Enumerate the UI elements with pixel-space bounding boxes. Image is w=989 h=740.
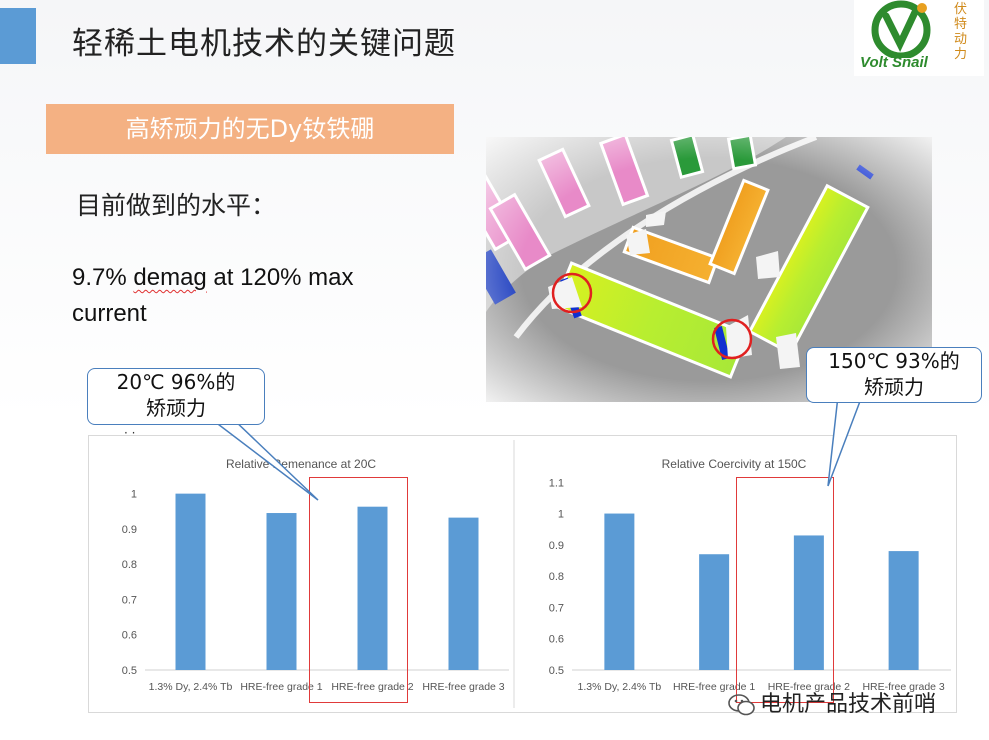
demag-statement: 9.7% demag at 120% max current xyxy=(72,260,412,332)
demag-condition: at 120% max xyxy=(206,264,354,291)
chart-2-ytick: 0.6 xyxy=(549,634,564,646)
chart-2-ytick: 0.5 xyxy=(549,665,564,677)
chart-2-category-label: HRE-free grade 1 xyxy=(673,681,755,693)
chart-1-ytick: 0.6 xyxy=(122,630,137,642)
chart-1-title: Relative Remenance at 20C xyxy=(226,457,376,471)
chart-1-category-label: HRE-free grade 1 xyxy=(240,681,322,693)
volt-snail-logo: Volt Snail 伏特动力 xyxy=(854,0,984,76)
chart-1-category-label: 1.3% Dy, 2.4% Tb xyxy=(149,681,233,693)
watermark-text: 电机产品技术前哨 xyxy=(760,692,937,717)
chart-1-bar xyxy=(357,506,388,670)
demag-value: 9.7% xyxy=(72,264,134,291)
callout-left-line2: 矫顽力 xyxy=(146,396,206,420)
chart-1-bar xyxy=(266,513,297,670)
logo-text: Volt Snail xyxy=(860,54,928,71)
wechat-icon xyxy=(728,694,755,716)
chart-1-ytick: 1 xyxy=(131,489,137,501)
chart-2-bar xyxy=(888,551,919,670)
callout-right-line2: 矫顽力 xyxy=(864,375,924,399)
logo-emblem-icon xyxy=(871,0,931,58)
chart-2-ytick: 0.9 xyxy=(549,540,564,552)
chart-2-ytick: 0.8 xyxy=(549,571,564,583)
decorative-dots: · · xyxy=(124,426,136,440)
highlight-box-grade2-coercivity xyxy=(736,477,834,703)
logo-chinese-text: 伏特动力 xyxy=(954,2,968,62)
bar-charts-svg: Relative Remenance at 20C Relative Coerc… xyxy=(122,440,951,708)
callout-right-line1: 150℃ 93%的 xyxy=(828,349,960,373)
chart-1-bar xyxy=(175,493,206,670)
chart-1-ytick: 0.5 xyxy=(122,665,137,677)
chart-2-ytick: 1.1 xyxy=(549,477,564,489)
callout-right: 150℃ 93%的 矫顽力 xyxy=(806,347,982,403)
chart-2-category-label: HRE-free grade 2 xyxy=(768,681,850,693)
demag-condition-end: current xyxy=(72,300,147,327)
charts-panel: Relative Remenance at 20C Relative Coerc… xyxy=(88,435,957,713)
chart-1-category-label: HRE-free grade 3 xyxy=(422,681,504,693)
chart-2-category-label: HRE-free grade 3 xyxy=(862,681,944,693)
callout-left: 20℃ 96%的 矫顽力 xyxy=(87,368,265,425)
chart-2-ytick: 0.7 xyxy=(549,602,564,614)
chart-1-ytick: 0.9 xyxy=(122,524,137,536)
chart-1-ytick: 0.7 xyxy=(122,594,137,606)
callout-left-pointer xyxy=(207,417,319,501)
chart-2-category-label: 1.3% Dy, 2.4% Tb xyxy=(578,681,662,693)
watermark: 电机产品技术前哨 xyxy=(728,686,936,718)
callout-right-pointer xyxy=(827,395,864,487)
title-accent-bar xyxy=(0,8,36,64)
demag-word: demag xyxy=(133,264,207,291)
current-level-label: 目前做到的水平： xyxy=(76,191,277,220)
chart-2-bar xyxy=(793,535,824,670)
chart-1-category-label: HRE-free grade 2 xyxy=(331,681,413,693)
chart-2-title: Relative Coercivity at 150C xyxy=(662,457,807,471)
magnet-demag-simulation-image xyxy=(486,137,932,402)
chart-1-ytick: 0.8 xyxy=(122,559,137,571)
chart-2-ytick: 1 xyxy=(558,509,564,521)
slide-title: 轻稀土电机技术的关键问题 xyxy=(72,26,456,62)
highlight-box-grade2-remanence xyxy=(309,477,408,703)
subtitle-banner: 高矫顽力的无Dy钕铁硼 xyxy=(46,104,454,154)
callout-left-line1: 20℃ 96%的 xyxy=(116,370,236,394)
chart-2-bar xyxy=(699,554,730,670)
chart-1-bar xyxy=(448,517,479,670)
chart-2-bar xyxy=(604,513,635,670)
